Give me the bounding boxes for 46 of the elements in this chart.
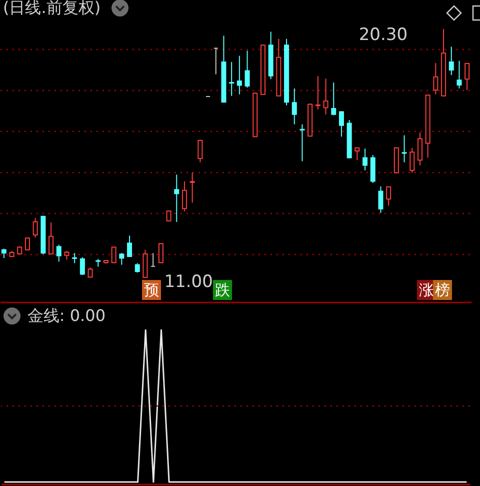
candlestick: [72, 252, 78, 264]
candlestick: [448, 46, 454, 76]
candlestick: [56, 244, 62, 262]
candlestick: [80, 256, 85, 276]
candlestick: [142, 249, 148, 278]
candlestick: [410, 147, 415, 174]
candlestick: [338, 110, 344, 138]
candlestick: [456, 60, 462, 89]
candlestick: [1, 248, 6, 259]
candlestick: [174, 174, 180, 222]
candlestick: [362, 148, 368, 171]
candlestick: [417, 132, 422, 166]
candlestick: [134, 262, 140, 274]
candlestick: [48, 222, 54, 255]
candlestick: [378, 186, 384, 214]
candlestick: [182, 180, 187, 212]
candlestick: [370, 154, 376, 184]
candlestick: [402, 134, 407, 163]
chart-title: 金线: 0.00: [27, 306, 106, 325]
text: 榜: [433, 280, 452, 300]
candlestick: [32, 217, 38, 238]
candlestick: [24, 237, 30, 251]
candlestick: [323, 78, 328, 115]
candlestick: [300, 124, 305, 162]
candlestick: [315, 76, 320, 110]
text: 预: [142, 280, 161, 300]
candlestick: [386, 186, 392, 206]
candlestick: [244, 50, 250, 88]
candlestick: [229, 61, 234, 96]
candlestick: [236, 55, 242, 95]
candlestick: [158, 242, 164, 264]
text: 涨: [417, 280, 436, 300]
candlestick: [433, 62, 438, 95]
annotation: 11.00: [164, 272, 213, 292]
candlestick: [127, 235, 132, 258]
annotation: 20.30: [358, 25, 408, 46]
candlestick: [198, 139, 203, 163]
candlestick: [292, 88, 297, 125]
text: 跌: [213, 280, 232, 300]
candlestick: [354, 146, 360, 161]
candlestick: [190, 172, 195, 204]
chart-title: (日线.前复权): [3, 0, 101, 17]
candlestick: [464, 62, 470, 91]
candlestick: [331, 82, 336, 116]
candlestick: [119, 252, 124, 266]
candlestick: [111, 246, 116, 264]
